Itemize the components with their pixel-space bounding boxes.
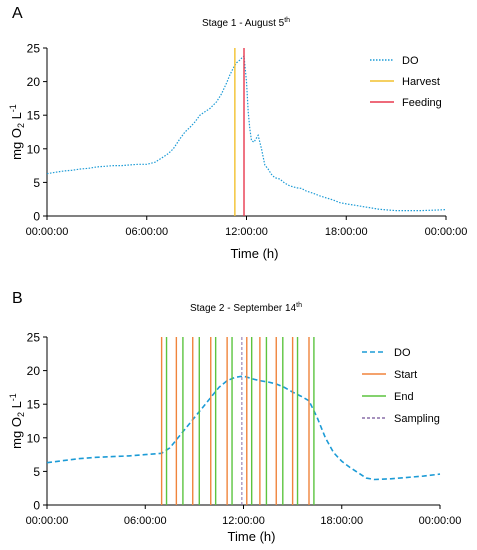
x-tick-label: 00:00:00 xyxy=(26,226,69,238)
y-axis-label-superscript: -1 xyxy=(8,393,18,401)
x-tick-label: 18:00:00 xyxy=(325,226,368,238)
y-tick-label: 15 xyxy=(27,109,41,123)
y-axis-label: mg O2 L-1 xyxy=(8,393,26,449)
chart-title: Stage 1 - August 5th xyxy=(202,17,290,29)
y-axis-label-unit: L xyxy=(9,112,24,123)
y-tick-label: 25 xyxy=(27,331,41,345)
y-tick-label: 20 xyxy=(27,75,41,89)
y-tick-label: 5 xyxy=(33,176,40,190)
x-tick-label: 06:00:00 xyxy=(125,226,168,238)
legend-label-feeding: Feeding xyxy=(402,97,442,109)
y-tick-label: 15 xyxy=(27,398,41,412)
y-tick-label: 10 xyxy=(27,142,41,156)
x-tick-label: 12:00:00 xyxy=(225,226,268,238)
y-axis-label-unit: L xyxy=(9,401,24,412)
x-axis-label: Time (h) xyxy=(231,246,279,261)
legend-label-end: End xyxy=(394,391,414,403)
y-tick-label: 10 xyxy=(27,431,41,445)
series-do-line xyxy=(46,375,441,481)
chart-panel-b: Stage 2 - September 14th 0 5 10 15 20 25 00:00:… xyxy=(8,302,461,544)
panel-label-b: B xyxy=(12,290,23,307)
x-tick-label: 18:00:00 xyxy=(320,515,363,527)
x-tick-label: 00:00:00 xyxy=(26,515,69,527)
legend-label-start: Start xyxy=(394,369,417,381)
x-tick-label: 06:00:00 xyxy=(124,515,167,527)
y-axis-label-subscript: 2 xyxy=(16,123,26,128)
legend-label-do: DO xyxy=(394,347,411,359)
x-tick-label: 00:00:00 xyxy=(425,226,468,238)
chart-panel-a: Stage 1 - August 5th 0 5 10 15 20 25 00:00:00 06… xyxy=(8,17,467,261)
x-axis-label: Time (h) xyxy=(228,529,276,544)
y-tick-label: 20 xyxy=(27,364,41,378)
panel-label-a: A xyxy=(12,5,23,22)
series-do-line xyxy=(46,54,447,212)
y-tick-label: 0 xyxy=(33,210,40,224)
chart-title-superscript: th xyxy=(296,302,302,309)
x-tick-label: 00:00:00 xyxy=(419,515,462,527)
y-axis-label-superscript: -1 xyxy=(8,104,18,112)
y-tick-label: 5 xyxy=(33,465,40,479)
y-tick-label: 25 xyxy=(27,42,41,56)
chart-title-superscript: th xyxy=(284,17,290,24)
y-axis-label-subscript: 2 xyxy=(16,412,26,417)
chart-title: Stage 2 - September 14th xyxy=(190,302,302,314)
legend-label-harvest: Harvest xyxy=(402,76,440,88)
legend-label-do: DO xyxy=(402,55,419,67)
legend-label-sampling: Sampling xyxy=(394,413,440,425)
y-tick-label: 0 xyxy=(33,499,40,513)
y-axis-label: mg O2 L-1 xyxy=(8,104,26,160)
x-tick-label: 12:00:00 xyxy=(222,515,265,527)
